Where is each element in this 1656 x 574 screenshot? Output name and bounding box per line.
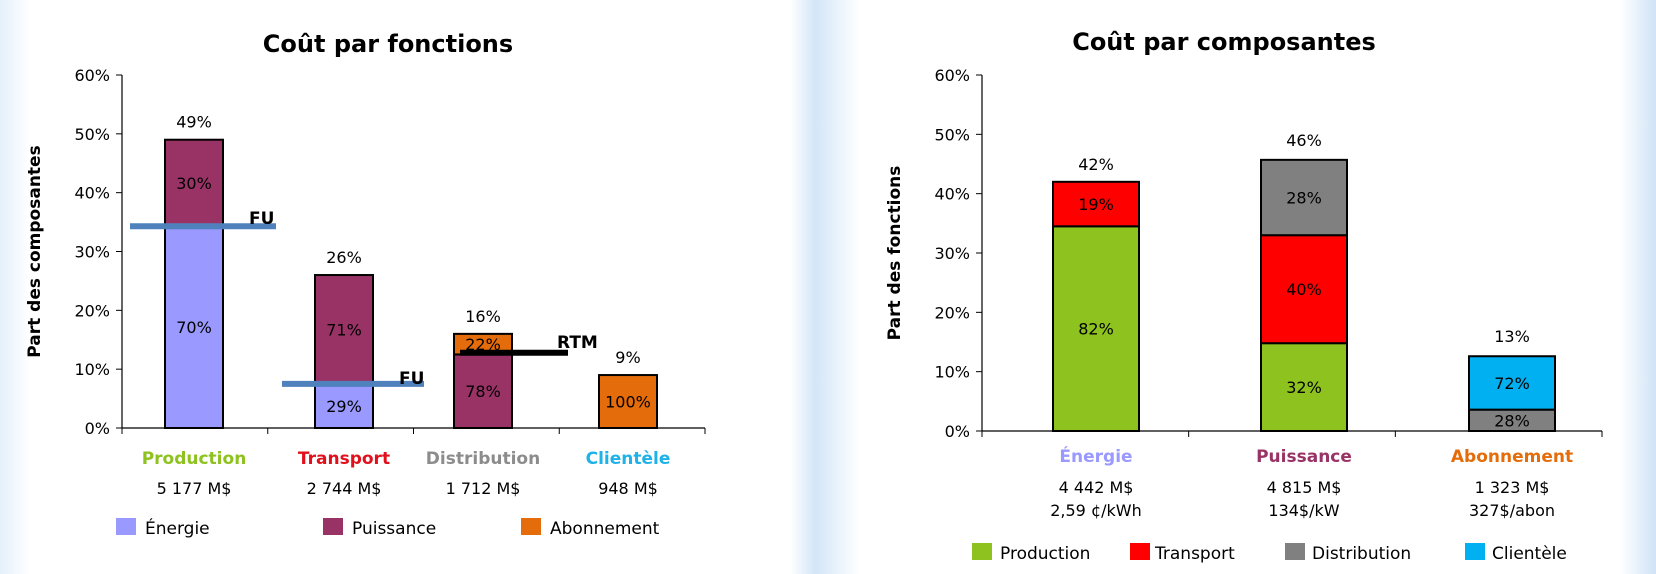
reference-line-label: FU <box>399 369 424 389</box>
y-tick-label: 30% <box>74 243 110 262</box>
category-label: Transport <box>298 449 390 469</box>
bar-segment-puissance <box>164 138 224 228</box>
total-data-label: 49% <box>176 113 212 132</box>
y-axis-label: Part des composantes <box>25 145 45 357</box>
legend-swatch <box>323 518 343 535</box>
legend-swatch <box>972 543 992 560</box>
bar-segment-clientèle <box>1468 355 1556 411</box>
chart-title: Coût par composantes <box>1072 28 1376 56</box>
category-label: Clientèle <box>586 449 671 469</box>
y-tick-label: 40% <box>74 184 110 203</box>
y-tick-label: 0% <box>85 419 110 438</box>
bar-segment-transport <box>1052 180 1140 228</box>
category-unit-cost: 2,59 ¢/kWh <box>1050 501 1142 520</box>
segment-data-label: 78% <box>465 382 501 401</box>
bar-segment-énergie <box>164 225 224 429</box>
segment-data-label: 100% <box>605 393 651 412</box>
segment-data-label: 30% <box>176 174 212 193</box>
segment-data-label: 32% <box>1286 378 1322 397</box>
legend-swatch <box>1465 543 1485 560</box>
bar-segment-transport <box>1260 234 1348 345</box>
total-data-label: 13% <box>1494 327 1530 346</box>
legend-label: Puissance <box>352 519 436 539</box>
total-data-label: 26% <box>326 248 362 267</box>
y-tick-label: 60% <box>74 66 110 85</box>
y-tick-label: 10% <box>74 360 110 379</box>
chart-cout-par-composantes: Coût par composantes Part des fonctions 0%… <box>885 28 1603 564</box>
y-tick-label: 30% <box>934 244 970 263</box>
legend-label: Énergie <box>145 517 210 539</box>
total-data-label: 46% <box>1286 131 1322 150</box>
segment-data-label: 72% <box>1494 374 1530 393</box>
chart-title: Coût par fonctions <box>263 30 513 58</box>
category-cost: 4 442 M$ <box>1059 478 1134 497</box>
segment-data-label: 29% <box>326 397 362 416</box>
bar-segment-abonnement <box>598 374 658 429</box>
category-cost: 948 M$ <box>598 479 658 498</box>
legend-swatch <box>1130 543 1150 560</box>
total-data-label: 42% <box>1078 155 1114 174</box>
reference-line-label: FU <box>249 209 274 229</box>
bar-segment-puissance <box>314 274 374 385</box>
segment-data-label: 70% <box>176 318 212 337</box>
category-cost: 2 744 M$ <box>307 479 382 498</box>
category-label: Puissance <box>1256 447 1352 467</box>
y-axis-label: Part des fonctions <box>885 166 905 341</box>
y-tick-label: 0% <box>945 422 970 441</box>
y-tick-label: 60% <box>934 66 970 85</box>
category-unit-cost: 327$/abon <box>1469 501 1555 520</box>
bar-segment-distribution <box>1260 158 1348 237</box>
bar-segment-production <box>1052 225 1140 432</box>
legend-label: Clientèle <box>1492 544 1567 564</box>
segment-data-label: 28% <box>1494 411 1530 430</box>
y-tick-label: 20% <box>934 303 970 322</box>
segment-data-label: 71% <box>326 320 362 339</box>
y-tick-label: 50% <box>74 125 110 144</box>
category-cost: 5 177 M$ <box>157 479 232 498</box>
bar-segment-énergie <box>314 382 374 429</box>
bar-segment-puissance <box>453 353 513 430</box>
total-data-label: 9% <box>615 348 640 367</box>
category-label: Production <box>142 449 247 469</box>
category-label: Abonnement <box>1451 447 1573 467</box>
category-cost: 1 323 M$ <box>1475 478 1550 497</box>
category-unit-cost: 134$/kW <box>1268 501 1339 520</box>
y-tick-label: 10% <box>934 363 970 382</box>
segment-data-label: 19% <box>1078 195 1114 214</box>
segment-data-label: 22% <box>465 335 501 354</box>
legend-label: Abonnement <box>550 519 660 539</box>
segment-data-label: 28% <box>1286 189 1322 208</box>
category-label: Distribution <box>426 449 540 469</box>
category-cost: 4 815 M$ <box>1267 478 1342 497</box>
y-tick-label: 40% <box>934 185 970 204</box>
legend-label: Production <box>1000 544 1090 564</box>
reference-line-label: RTM <box>557 333 598 353</box>
segment-data-label: 40% <box>1286 280 1322 299</box>
legend-swatch <box>1285 543 1305 560</box>
legend-swatch <box>521 518 541 535</box>
legend-label: Transport <box>1154 544 1235 564</box>
y-tick-label: 50% <box>934 125 970 144</box>
category-label: Énergie <box>1059 445 1132 467</box>
legend-swatch <box>116 518 136 535</box>
chart-cout-par-fonctions: Coût par fonctions Part des composantes 0%… <box>25 30 706 539</box>
y-tick-label: 20% <box>74 301 110 320</box>
category-cost: 1 712 M$ <box>446 479 521 498</box>
bar-segment-production <box>1260 342 1348 433</box>
segment-data-label: 82% <box>1078 320 1114 339</box>
legend-label: Distribution <box>1312 544 1411 564</box>
total-data-label: 16% <box>465 307 501 326</box>
